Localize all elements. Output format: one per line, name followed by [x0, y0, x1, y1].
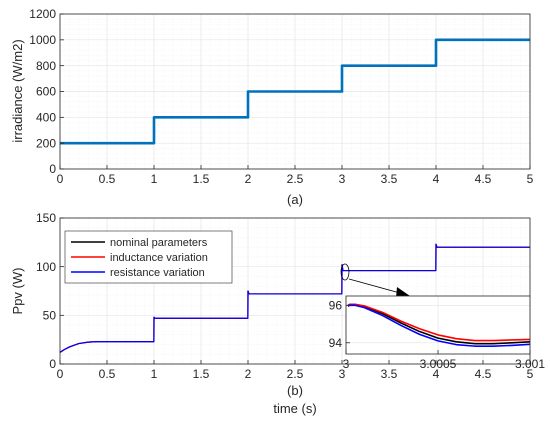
ppv-x-tick-label: 3.5 — [381, 367, 398, 381]
ppv-x-ticks: 0 0.5 1 1.5 2 2.5 3 3.5 4 4.5 5 — [57, 360, 534, 381]
inset-x-tick-label: 3.001 — [515, 357, 545, 371]
legend-item-nominal: nominal parameters — [71, 237, 208, 249]
ppv-x-tick-label: 2 — [245, 367, 252, 381]
irradiance-y-axis-label: irradiance (W/m2) — [10, 39, 25, 142]
inset-y-ticks: 94 96 — [329, 299, 350, 350]
inset-x-tick-label: 3 — [343, 357, 350, 371]
irradiance-y-ticks: 0 200 400 600 800 1000 1200 — [29, 7, 64, 176]
inset-inductance-line — [347, 303, 530, 342]
inset-x-tick-label: 3.0005 — [420, 357, 457, 371]
irradiance-y-tick-label: 1000 — [29, 33, 56, 47]
irradiance-x-tick-label: 2 — [245, 172, 252, 186]
irradiance-y-tick-label: 200 — [36, 136, 56, 150]
ppv-y-tick-label: 50 — [43, 309, 57, 323]
irradiance-x-tick-label: 0 — [57, 172, 64, 186]
ppv-resistance-line — [59, 243, 530, 353]
ppv-x-tick-label: 5 — [527, 367, 534, 381]
ppv-x-tick-label: 4.5 — [475, 367, 492, 381]
zoom-arrow-line — [348, 278, 401, 294]
irradiance-line — [60, 38, 530, 145]
legend: nominal parameters inductance variation … — [64, 230, 233, 284]
irradiance-y-tick-label: 600 — [36, 85, 56, 99]
ppv-y-tick-label: 150 — [36, 211, 56, 225]
inset-resistance-line — [347, 304, 530, 347]
ppv-x-tick-label: 0.5 — [99, 367, 116, 381]
legend-label-nominal: nominal parameters — [110, 237, 208, 249]
irradiance-x-tick-label: 4 — [433, 172, 440, 186]
irradiance-x-tick-label: 1.5 — [193, 172, 210, 186]
ppv-x-tick-label: 1 — [151, 367, 158, 381]
legend-label-inductance: inductance variation — [110, 252, 208, 264]
ppv-x-tick-label: 2.5 — [287, 367, 304, 381]
irradiance-plot: 0 0.5 1 1.5 2 2.5 3 3.5 4 4.5 5 0 200 400 600 800 1000 1… — [10, 7, 534, 207]
inset-y-tick-label: 96 — [329, 299, 343, 313]
ppv-x-tick-label: 3 — [339, 367, 346, 381]
ppv-x-tick-label: 4 — [433, 367, 440, 381]
irradiance-x-ticks: 0 0.5 1 1.5 2 2.5 3 3.5 4 4.5 5 — [57, 165, 534, 186]
irradiance-x-tick-label: 3 — [339, 172, 346, 186]
legend-item-resistance: resistance variation — [71, 267, 205, 279]
irradiance-y-tick-label: 1200 — [29, 7, 56, 21]
ppv-y-tick-label: 100 — [36, 260, 56, 274]
zoom-inset: 3 3.0005 3.001 94 96 — [329, 295, 545, 371]
irradiance-x-tick-label: 3.5 — [381, 172, 398, 186]
irradiance-x-tick-label: 4.5 — [475, 172, 492, 186]
ppv-series — [59, 243, 530, 353]
ppv-y-tick-label: 0 — [49, 357, 56, 371]
zoom-region-ellipse — [340, 263, 350, 281]
inset-series — [347, 303, 530, 347]
irradiance-caption: (a) — [287, 192, 303, 207]
irradiance-x-tick-label: 1 — [151, 172, 158, 186]
zoom-arrow-head — [396, 287, 410, 298]
ppv-x-tick-label: 1.5 — [193, 367, 210, 381]
legend-label-resistance: resistance variation — [110, 267, 205, 279]
irradiance-y-tick-label: 400 — [36, 111, 56, 125]
irradiance-y-tick-label: 0 — [49, 162, 56, 176]
ppv-caption: (b) — [287, 383, 303, 398]
irradiance-x-tick-label: 5 — [527, 172, 534, 186]
irradiance-x-tick-label: 2.5 — [287, 172, 304, 186]
ppv-x-axis-label: time (s) — [273, 401, 316, 416]
irradiance-x-tick-label: 0.5 — [99, 172, 116, 186]
ppv-x-tick-label: 0 — [57, 367, 64, 381]
irradiance-y-tick-label: 800 — [36, 59, 56, 73]
inset-x-ticks: 3 3.0005 3.001 — [343, 350, 545, 371]
ppv-y-axis-label: Ppv (W) — [10, 268, 25, 315]
irradiance-series — [60, 38, 530, 145]
legend-item-inductance: inductance variation — [71, 252, 208, 264]
inset-y-tick-label: 94 — [329, 336, 343, 350]
ppv-y-ticks: 0 50 100 150 — [36, 211, 64, 371]
